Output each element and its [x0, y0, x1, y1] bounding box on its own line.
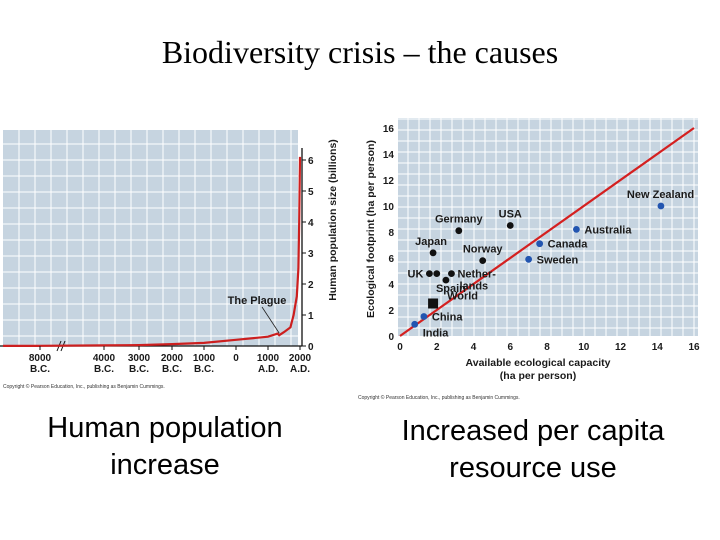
footprint-x-tick-label: 16: [688, 342, 700, 353]
footprint-y-tick-label: 0: [388, 332, 394, 343]
footprint-point: [536, 240, 544, 248]
footprint-point-label: Germany: [435, 214, 484, 226]
footprint-point-label: USA: [499, 209, 522, 221]
footprint-y-tick-label: 4: [388, 280, 394, 291]
footprint-point: [448, 270, 455, 277]
population-x-tick-year: 1000: [257, 353, 280, 364]
plague-annotation-label: The Plague: [228, 295, 287, 307]
footprint-points: New Zealand Australia Canada Sweden USA Germa…: [408, 189, 695, 339]
population-x-tick-era: A.D.: [258, 364, 278, 375]
footprint-point-label: Spain: [436, 283, 466, 295]
footprint-point-label: World: [447, 291, 478, 303]
footprint-chart: 0 2 4 6 8 10 12 14 16 0 2 4 6 8 10 12 14 16 New Zealand Au…: [358, 118, 700, 401]
population-copyright: Copyright © Pearson Education, Inc., pub…: [3, 383, 165, 390]
footprint-y-tick-label: 6: [388, 254, 394, 265]
footprint-x-tick-label: 14: [652, 342, 664, 353]
footprint-point: [426, 270, 433, 277]
population-x-tick-era: B.C.: [129, 364, 149, 375]
footprint-point: [573, 226, 580, 233]
footprint-point-label: lands: [459, 281, 488, 293]
population-x-tick-era: B.C.: [162, 364, 182, 375]
footprint-x-tick-label: 10: [578, 342, 590, 353]
population-chart: 01234568000B.C.4000B.C.3000B.C.2000B.C.1…: [0, 130, 339, 390]
population-x-tick-era: B.C.: [94, 364, 114, 375]
footprint-ticks: 0 2 4 6 8 10 12 14 16 0 2 4 6 8 10 12 14 16: [383, 124, 700, 353]
footprint-point-label: Nether-: [457, 269, 496, 281]
footprint-point-label: Japan: [415, 236, 447, 248]
footprint-point: [433, 270, 441, 277]
population-y-axis-label: Human population size (billions): [327, 139, 339, 301]
population-y-tick-label: 5: [308, 187, 314, 198]
footprint-point-label: Sweden: [537, 254, 579, 266]
footprint-point: [429, 249, 437, 257]
footprint-point-label: UK: [408, 269, 424, 281]
footprint-point: [420, 313, 428, 320]
footprint-plot-background: [398, 118, 698, 336]
footprint-x-tick-label: 6: [507, 342, 513, 353]
footprint-x-tick-label: 2: [434, 342, 440, 353]
population-y-tick-label: 6: [308, 156, 314, 167]
footprint-point-label: Norway: [463, 244, 504, 256]
footprint-point: [479, 257, 487, 264]
footprint-y-tick-label: 8: [388, 228, 394, 239]
footprint-point: [411, 320, 419, 328]
population-x-tick-year: 4000: [93, 353, 116, 364]
footprint-point-world: [428, 298, 439, 309]
footprint-point-label: Australia: [584, 224, 632, 236]
footprint-y-tick-label: 14: [383, 150, 395, 161]
footprint-point: [525, 255, 533, 263]
plague-annotation-pointer: [261, 306, 280, 334]
population-plot-background: [3, 130, 298, 346]
population-y-tick-label: 4: [308, 218, 314, 229]
population-y-tick-label: 0: [308, 342, 314, 353]
population-x-tick-era: B.C.: [30, 364, 50, 375]
footprint-fit-line: [399, 127, 695, 337]
footprint-point-label: Canada: [548, 239, 589, 251]
footprint-x-axis-label: Available ecological capacity: [466, 357, 611, 369]
population-line: [39, 156, 302, 347]
resource-use-caption: Increased per capita resource use: [401, 415, 665, 484]
footprint-y-tick-label: 12: [383, 176, 395, 187]
footprint-y-tick-label: 16: [383, 124, 395, 135]
footprint-y-axis-label: Ecological footprint (ha per person): [365, 140, 377, 318]
footprint-grid: [398, 118, 698, 336]
population-grid: [3, 130, 298, 346]
population-x-tick-year: 1000: [193, 353, 216, 364]
footprint-point: [657, 202, 665, 210]
population-x-tick-year: 8000: [29, 353, 52, 364]
population-x-tick-year: 2000: [161, 353, 184, 364]
population-ticks: 01234568000B.C.4000B.C.3000B.C.2000B.C.1…: [29, 156, 314, 375]
footprint-copyright: Copyright © Pearson Education, Inc., pub…: [358, 394, 520, 401]
footprint-point: [506, 222, 514, 229]
footprint-point-label: India: [423, 327, 450, 339]
footprint-x-axis-units: (ha per person): [500, 370, 576, 382]
population-y-tick-label: 2: [308, 280, 314, 291]
population-x-tick-year: 3000: [128, 353, 151, 364]
footprint-point: [442, 276, 450, 284]
footprint-y-tick-label: 2: [388, 306, 394, 317]
population-x-tick-era: A.D.: [290, 364, 310, 375]
population-y-tick-label: 3: [308, 249, 314, 260]
population-caption: Human population increase: [47, 412, 283, 481]
footprint-y-tick-label: 10: [383, 202, 395, 213]
population-series: [3, 156, 302, 347]
footprint-x-tick-label: 0: [397, 342, 403, 353]
footprint-point-label: New Zealand: [627, 189, 694, 201]
population-x-tick-year: 0: [233, 353, 239, 364]
population-y-tick-label: 1: [308, 311, 314, 322]
footprint-x-tick-label: 12: [615, 342, 627, 353]
footprint-x-tick-label: 4: [471, 342, 477, 353]
slide-title: Biodiversity crisis – the causes: [161, 34, 559, 70]
footprint-point-label: China: [432, 312, 463, 324]
footprint-point: [455, 227, 463, 235]
footprint-x-tick-label: 8: [544, 342, 550, 353]
population-x-tick-era: B.C.: [194, 364, 214, 375]
population-x-tick-year: 2000: [289, 353, 312, 364]
